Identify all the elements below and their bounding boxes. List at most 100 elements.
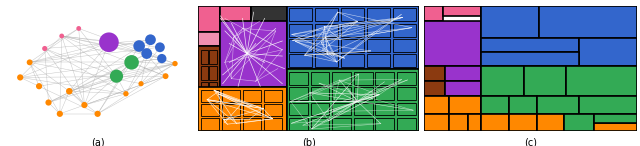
Bar: [481, 39, 579, 52]
Bar: [341, 24, 364, 37]
Bar: [315, 8, 338, 21]
Bar: [509, 96, 536, 114]
Bar: [252, 6, 287, 21]
Bar: [367, 54, 390, 67]
Point: [157, 57, 167, 60]
Bar: [579, 39, 637, 66]
Bar: [200, 115, 209, 129]
Bar: [287, 69, 419, 131]
Bar: [509, 114, 536, 131]
Bar: [424, 66, 445, 81]
Bar: [354, 87, 372, 100]
Bar: [264, 90, 282, 102]
Bar: [221, 118, 240, 130]
Bar: [200, 50, 209, 64]
Bar: [397, 102, 416, 115]
Bar: [536, 114, 564, 131]
Bar: [354, 72, 372, 85]
Point: [74, 27, 84, 30]
Point: [93, 113, 103, 115]
Bar: [198, 6, 220, 32]
Bar: [341, 54, 364, 67]
Point: [56, 35, 67, 37]
Bar: [289, 24, 312, 37]
Point: [155, 46, 165, 48]
Bar: [424, 114, 449, 131]
Bar: [198, 32, 220, 46]
Bar: [209, 82, 217, 96]
Bar: [200, 99, 209, 113]
Bar: [200, 104, 219, 116]
Point: [55, 113, 65, 115]
Bar: [536, 96, 579, 114]
Bar: [200, 66, 209, 80]
Bar: [289, 72, 308, 85]
Bar: [481, 6, 637, 66]
Point: [34, 85, 44, 87]
Bar: [243, 104, 260, 116]
Bar: [397, 72, 416, 85]
Bar: [393, 8, 417, 21]
Point: [121, 93, 131, 95]
Text: (c): (c): [524, 138, 537, 146]
Bar: [367, 39, 390, 52]
Bar: [310, 72, 330, 85]
Bar: [287, 6, 419, 69]
Bar: [445, 81, 481, 96]
Point: [64, 90, 74, 92]
Bar: [332, 102, 351, 115]
Bar: [310, 87, 330, 100]
Bar: [443, 6, 481, 16]
Bar: [424, 6, 443, 21]
Bar: [209, 66, 217, 80]
Bar: [481, 66, 637, 131]
Point: [44, 101, 54, 104]
Text: (b): (b): [302, 138, 316, 146]
Bar: [209, 99, 217, 113]
Bar: [354, 118, 372, 130]
Point: [170, 62, 180, 65]
Bar: [243, 90, 260, 102]
Bar: [424, 96, 481, 131]
Bar: [376, 72, 394, 85]
Bar: [332, 118, 351, 130]
Bar: [289, 8, 312, 21]
Bar: [481, 114, 509, 131]
Bar: [341, 8, 364, 21]
Bar: [367, 8, 390, 21]
Point: [24, 61, 35, 64]
Point: [15, 76, 26, 79]
Bar: [289, 39, 312, 52]
Bar: [397, 87, 416, 100]
Bar: [200, 118, 219, 130]
Point: [161, 75, 171, 77]
Bar: [524, 66, 566, 96]
Bar: [198, 46, 220, 131]
Bar: [594, 114, 637, 123]
Bar: [564, 114, 594, 131]
Bar: [566, 66, 637, 96]
Bar: [221, 104, 240, 116]
Bar: [539, 6, 637, 39]
Bar: [220, 6, 252, 21]
Bar: [198, 87, 287, 131]
Bar: [264, 104, 282, 116]
Point: [136, 82, 146, 85]
Bar: [481, 66, 524, 96]
Bar: [424, 21, 481, 66]
Bar: [397, 118, 416, 130]
Bar: [594, 123, 637, 131]
Bar: [449, 114, 468, 131]
Point: [111, 75, 122, 77]
Bar: [289, 87, 308, 100]
Bar: [200, 90, 219, 102]
Bar: [449, 96, 481, 114]
Bar: [424, 96, 449, 114]
Bar: [243, 118, 260, 130]
Bar: [315, 24, 338, 37]
Bar: [468, 114, 481, 131]
Bar: [341, 39, 364, 52]
Point: [134, 45, 144, 47]
Bar: [376, 102, 394, 115]
Bar: [289, 118, 308, 130]
